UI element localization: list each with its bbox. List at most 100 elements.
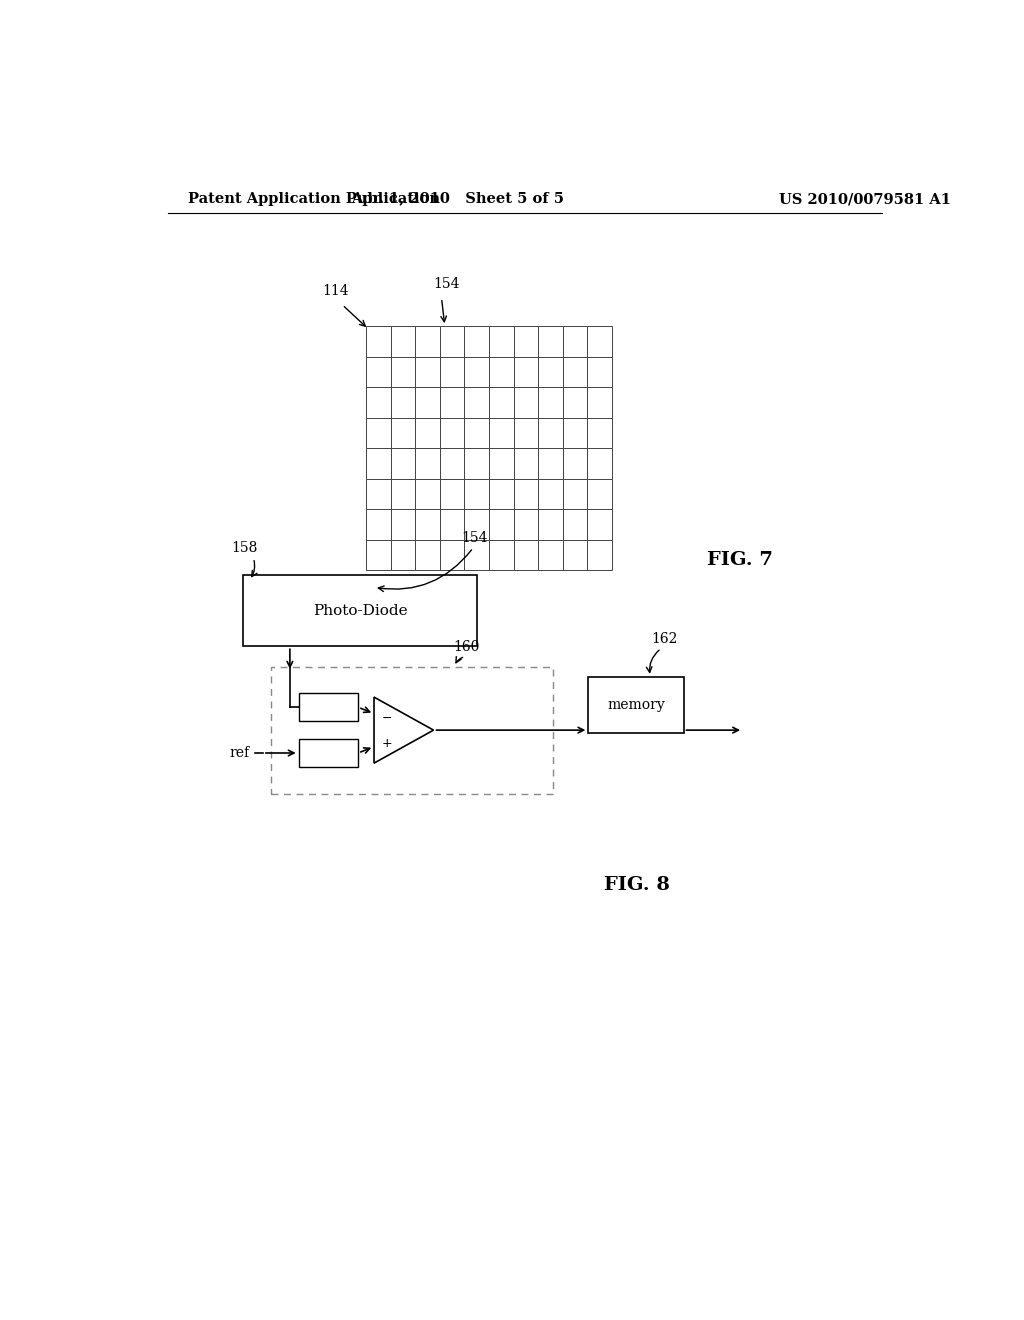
Bar	[416, 510, 440, 540]
Bar	[416, 326, 440, 356]
Bar	[440, 510, 465, 540]
Bar	[489, 479, 514, 510]
Bar	[440, 447, 465, 479]
Bar	[588, 326, 612, 356]
Bar	[416, 447, 440, 479]
Bar	[391, 510, 416, 540]
Bar	[563, 510, 588, 540]
Text: 154: 154	[433, 276, 460, 290]
Bar	[299, 739, 358, 767]
Bar	[514, 447, 539, 479]
Bar	[539, 326, 563, 356]
Bar	[465, 387, 489, 417]
Bar	[416, 417, 440, 447]
Bar	[440, 540, 465, 570]
Bar	[588, 479, 612, 510]
Bar	[416, 540, 440, 570]
Bar	[489, 387, 514, 417]
Bar	[440, 417, 465, 447]
Text: Patent Application Publication: Patent Application Publication	[187, 191, 439, 206]
Text: 114: 114	[323, 284, 349, 297]
Text: Photo-Diode: Photo-Diode	[312, 603, 408, 618]
Bar	[270, 667, 553, 793]
Bar	[367, 417, 391, 447]
Bar	[440, 356, 465, 387]
Bar	[465, 356, 489, 387]
Bar	[539, 387, 563, 417]
Bar	[440, 326, 465, 356]
Bar	[465, 326, 489, 356]
Bar	[465, 417, 489, 447]
Text: FIG. 7: FIG. 7	[708, 550, 773, 569]
Bar	[514, 387, 539, 417]
Bar	[539, 417, 563, 447]
Bar	[299, 693, 358, 722]
Bar	[416, 479, 440, 510]
Bar	[489, 326, 514, 356]
Bar	[465, 510, 489, 540]
Bar	[489, 447, 514, 479]
Bar	[514, 417, 539, 447]
Bar	[465, 479, 489, 510]
Bar	[588, 677, 684, 733]
Bar	[465, 447, 489, 479]
Text: −: −	[382, 711, 392, 725]
Bar	[563, 326, 588, 356]
Bar	[588, 510, 612, 540]
Text: 158: 158	[231, 541, 258, 554]
Bar	[588, 387, 612, 417]
Bar	[367, 326, 391, 356]
Bar	[391, 540, 416, 570]
Bar	[465, 540, 489, 570]
Bar	[514, 510, 539, 540]
Text: FIG. 8: FIG. 8	[604, 876, 670, 894]
Bar	[539, 479, 563, 510]
Bar	[367, 447, 391, 479]
Bar	[440, 479, 465, 510]
Bar	[391, 326, 416, 356]
Bar	[588, 447, 612, 479]
Bar	[391, 417, 416, 447]
Bar	[391, 479, 416, 510]
Bar	[391, 447, 416, 479]
Bar	[539, 540, 563, 570]
Bar	[367, 510, 391, 540]
Bar	[243, 576, 477, 647]
Bar	[489, 510, 514, 540]
Bar	[489, 356, 514, 387]
Bar	[514, 356, 539, 387]
Bar	[588, 540, 612, 570]
Bar	[440, 387, 465, 417]
Bar	[514, 326, 539, 356]
Bar	[416, 356, 440, 387]
Bar	[416, 387, 440, 417]
Bar	[489, 540, 514, 570]
Bar	[391, 387, 416, 417]
Text: +: +	[382, 737, 392, 750]
Bar	[489, 417, 514, 447]
Bar	[367, 387, 391, 417]
Bar	[563, 417, 588, 447]
Text: ref: ref	[229, 746, 250, 760]
Text: Apr. 1, 2010   Sheet 5 of 5: Apr. 1, 2010 Sheet 5 of 5	[351, 191, 564, 206]
Bar	[563, 356, 588, 387]
Bar	[514, 479, 539, 510]
Bar	[563, 387, 588, 417]
Text: 154: 154	[461, 531, 487, 545]
Bar	[367, 479, 391, 510]
Text: 162: 162	[652, 632, 678, 647]
Bar	[563, 447, 588, 479]
Bar	[539, 356, 563, 387]
Bar	[539, 447, 563, 479]
Bar	[588, 356, 612, 387]
Bar	[367, 540, 391, 570]
Bar	[391, 356, 416, 387]
Bar	[588, 417, 612, 447]
Text: memory: memory	[607, 698, 665, 711]
Bar	[539, 510, 563, 540]
Text: US 2010/0079581 A1: US 2010/0079581 A1	[778, 191, 950, 206]
Bar	[563, 540, 588, 570]
Bar	[367, 356, 391, 387]
Text: 160: 160	[454, 640, 480, 655]
Bar	[563, 479, 588, 510]
